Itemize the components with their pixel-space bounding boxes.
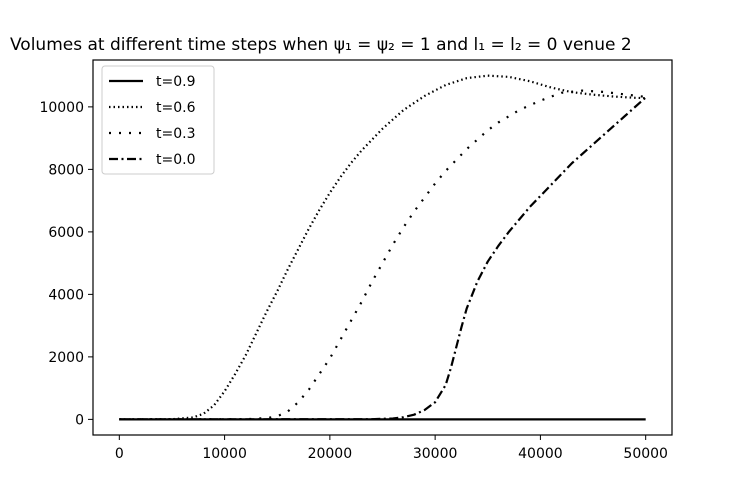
series-line-t=0.0 [119,96,647,421]
x-tick-label: 30000 [413,446,458,462]
y-axis: 0 2000 4000 6000 8000 10000 [39,100,93,428]
y-tick-label: 0 [75,412,84,428]
x-tick-label: 40000 [518,446,563,462]
legend: t=0.9 t=0.6 t=0.3 t=0.0 [101,65,215,175]
series-line-t=0.6 [119,74,646,421]
legend-label: t=0.9 [156,74,195,90]
y-tick-label: 8000 [48,162,84,178]
plot-lines [119,74,647,421]
x-tick-label: 20000 [308,446,353,462]
y-tick-label: 4000 [48,287,84,303]
y-tick-label: 10000 [39,100,84,116]
x-tick-label: 50000 [623,446,668,462]
chart-title: Volumes at different time steps when ψ₁ … [10,35,632,55]
legend-box [101,65,215,175]
x-tick-label: 0 [115,446,124,462]
series-line-t=0.3 [119,89,646,421]
y-tick-label: 2000 [48,350,84,366]
x-axis: 0 10000 20000 30000 40000 50000 [115,435,668,462]
x-tick-label: 10000 [202,446,247,462]
legend-label: t=0.3 [156,126,195,142]
legend-label: t=0.0 [156,152,195,168]
legend-label: t=0.6 [156,100,196,116]
y-tick-label: 6000 [48,225,84,241]
axes-frame [92,59,673,436]
